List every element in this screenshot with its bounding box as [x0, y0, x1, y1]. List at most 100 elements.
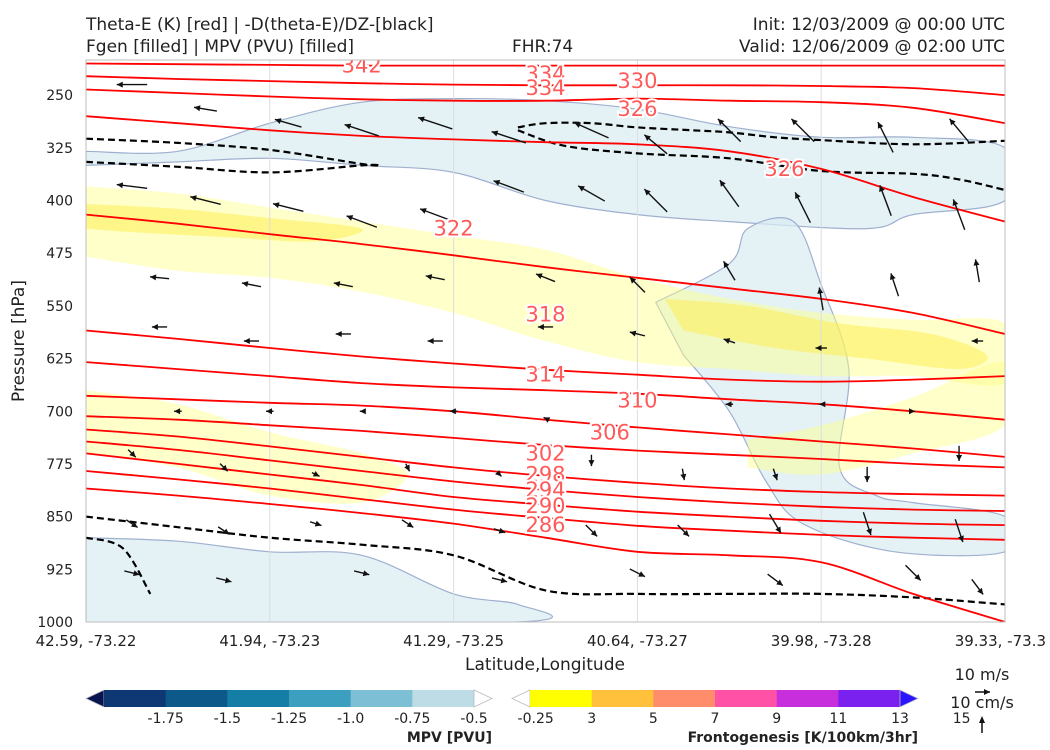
fgen-fill-region-2: [747, 361, 1005, 475]
theta-e-contour-286: [86, 487, 1005, 622]
stability-contour-2: [517, 121, 1005, 146]
wind-vector-29: [629, 276, 646, 293]
stability-contour-0: [86, 137, 381, 167]
wind-vector-37: [427, 338, 443, 344]
wind-vector-28: [535, 273, 556, 283]
x-tick-label-4: 39.98, -73.28: [771, 632, 872, 650]
y-tick-label-0: 250: [46, 88, 73, 104]
stability-contour-4: [86, 515, 1005, 606]
wind-vector-7: [643, 134, 668, 155]
wind-vector-19: [643, 188, 668, 213]
fgen-fill-region-4: [665, 298, 988, 370]
wind-vector-3: [344, 123, 380, 137]
wind-vector-46: [449, 408, 458, 415]
stability-contour-1: [86, 160, 381, 174]
wind-vector-52: [127, 449, 137, 458]
fgen-colorbar-swatch-1: [530, 690, 593, 707]
wind-vector-2: [274, 118, 302, 128]
theta-e-label-0: 342: [342, 54, 382, 78]
theta-e-contour-326: [86, 115, 1005, 223]
init-time: Init: 12/03/2009 @ 00:00 UTC: [752, 15, 1005, 35]
mpv-colorbar-tick-6: -0.25: [518, 711, 554, 727]
fgen-colorbar-swatch-3: [653, 690, 716, 707]
wind-vector-27: [425, 274, 445, 281]
y-tick-label-6: 700: [46, 404, 73, 420]
wind-vector-22: [879, 185, 892, 216]
theta-e-contour-322: [86, 213, 1005, 335]
ref-horizontal-label: 10 m/s: [955, 665, 1010, 684]
wind-vector-21: [794, 192, 812, 224]
valid-time: Valid: 12/06/2009 @ 02:00 UTC: [739, 37, 1005, 57]
fgen-colorbar-swatch-0: [511, 689, 531, 708]
wind-vector-48: [633, 401, 642, 408]
wind-vector-64: [309, 520, 322, 527]
x-tick-label-5: 39.33, -73.3: [955, 632, 1046, 650]
theta-e-contour-302: [86, 428, 1005, 497]
fgen-colorbar-swatch-7: [899, 689, 919, 708]
wind-vector-44: [266, 408, 274, 415]
wind-vector-9: [790, 118, 815, 143]
wind-vector-13: [190, 195, 221, 205]
wind-vector-70: [862, 512, 872, 536]
y-tick-label-4: 550: [46, 299, 73, 315]
y-tick-label-10: 1000: [37, 615, 73, 631]
fgen-colorbar-swatch-4: [715, 690, 778, 707]
wind-vector-60: [864, 466, 871, 483]
wind-vector-54: [311, 471, 320, 478]
wind-vector-34: [151, 323, 168, 330]
wind-vector-74: [353, 570, 370, 577]
mpv-colorbar-swatch-3: [227, 690, 290, 707]
wind-vector-25: [241, 281, 262, 288]
fgen-colorbar-swatch-5: [776, 690, 839, 707]
x-tick-label-1: 41.94, -73.23: [219, 632, 320, 650]
wind-vector-1: [193, 105, 217, 112]
wind-vector-30: [722, 260, 736, 281]
theta-e-label-5: 326: [764, 157, 804, 181]
wind-vector-38: [537, 323, 554, 330]
theta-e-contours: [86, 62, 1005, 622]
wind-vector-49: [725, 401, 734, 408]
fgen-colorbar-swatch-6: [838, 690, 901, 707]
theta-e-contour-342: [86, 62, 1005, 67]
theta-e-contour-298: [86, 440, 1005, 512]
wind-vector-77: [767, 573, 784, 587]
wind-vector-57: [588, 454, 595, 467]
mpv-colorbar-title: MPV [PVU]: [407, 730, 492, 746]
fgen-colorbar-tick-5: 13: [891, 711, 909, 727]
mpv-colorbar-swatch-6: [412, 690, 475, 707]
theta-e-contour-306: [86, 415, 1005, 469]
wind-vector-53: [219, 463, 229, 472]
fgen-colorbar-tick-0: 3: [587, 711, 596, 727]
wind-vector-17: [493, 180, 525, 193]
ref-horizontal-arrowhead: [984, 689, 990, 695]
theta-e-label-4: 326: [617, 97, 657, 121]
wind-vector-40: [723, 338, 736, 344]
fgen-colorbar-swatch-2: [591, 690, 654, 707]
wind-vector-36: [335, 330, 351, 337]
wind-vector-31: [817, 287, 824, 311]
theta-e-label-7: 318: [525, 302, 565, 326]
forecast-hour: FHR:74: [512, 37, 574, 57]
mpv-colorbar-swatch-4: [289, 690, 352, 707]
stability-contour-5: [86, 536, 152, 595]
fgen-colorbar-tick-3: 9: [772, 711, 781, 727]
y-tick-label-8: 850: [46, 510, 73, 526]
y-tick-label-2: 400: [46, 194, 73, 210]
mpv-colorbar-tick-2: -1.25: [271, 711, 307, 727]
theta-e-contour-314: [86, 361, 1005, 421]
wind-vector-33: [973, 259, 981, 283]
theta-e-label-11: 302: [525, 441, 565, 465]
theta-e-contour-290: [86, 470, 1005, 541]
wind-vector-5: [491, 130, 527, 144]
wind-vector-47: [543, 416, 551, 423]
theta-e-label-13: 294: [525, 478, 565, 502]
wind-vector-35: [243, 338, 260, 344]
wind-vector-12: [116, 182, 148, 190]
theta-e-label-3: 330: [617, 69, 657, 93]
theta-e-contour-334: [86, 75, 1005, 96]
wind-vector-72: [124, 570, 140, 577]
wind-vector-18: [577, 185, 606, 202]
mpv-colorbar-tick-0: -1.75: [148, 711, 184, 727]
mpv-colorbar-swatch-7: [473, 689, 493, 708]
